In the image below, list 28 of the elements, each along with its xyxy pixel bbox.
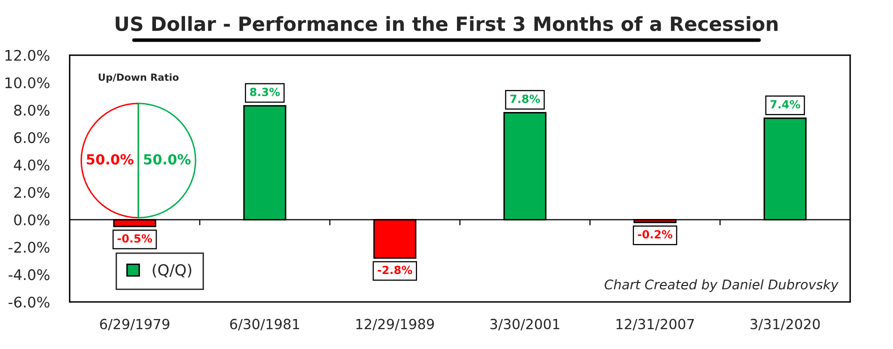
annotation: Chart Created by Daniel Dubrovsky xyxy=(604,279,839,292)
x-tick-label: 6/30/1981 xyxy=(230,318,300,330)
chart-title: Up/Down Ratio xyxy=(98,73,179,83)
x-tick-label: 3/31/2020 xyxy=(750,318,820,330)
y-tick-label: -4.0% xyxy=(8,269,50,280)
x-tick-label: 6/29/1979 xyxy=(100,318,170,330)
data-label: -2.8% xyxy=(378,266,412,274)
y-tick-label: 2.0% xyxy=(14,186,50,198)
data-label: 7.8% xyxy=(510,94,540,104)
y-tick-label: 12.0% xyxy=(5,50,50,61)
y-tick-label: -6.0% xyxy=(8,296,50,308)
data-label: 50.0% xyxy=(144,154,191,165)
y-tick-label: -2.0% xyxy=(8,242,50,253)
data-label: -0.5% xyxy=(118,234,152,243)
x-tick-label: 12/29/1989 xyxy=(356,318,434,330)
y-tick-label: 10.0% xyxy=(5,77,50,88)
y-tick-label: 8.0% xyxy=(14,104,50,116)
y-tick-label: 4.0% xyxy=(14,160,50,171)
data-label: -0.2% xyxy=(638,230,672,239)
y-tick-label: 0.0% xyxy=(14,214,50,226)
x-tick-label: 3/30/2001 xyxy=(490,318,560,330)
x-tick-label: 12/31/2007 xyxy=(616,318,694,330)
legend-label: (Q/Q) xyxy=(152,264,192,278)
data-label: 7.4% xyxy=(770,100,800,109)
chart-title: US Dollar - Performance in the First 3 Months of a Recession xyxy=(116,16,778,32)
y-tick-label: 6.0% xyxy=(14,132,50,144)
data-label: 50.0% xyxy=(86,154,134,165)
data-label: 8.3% xyxy=(250,88,280,96)
